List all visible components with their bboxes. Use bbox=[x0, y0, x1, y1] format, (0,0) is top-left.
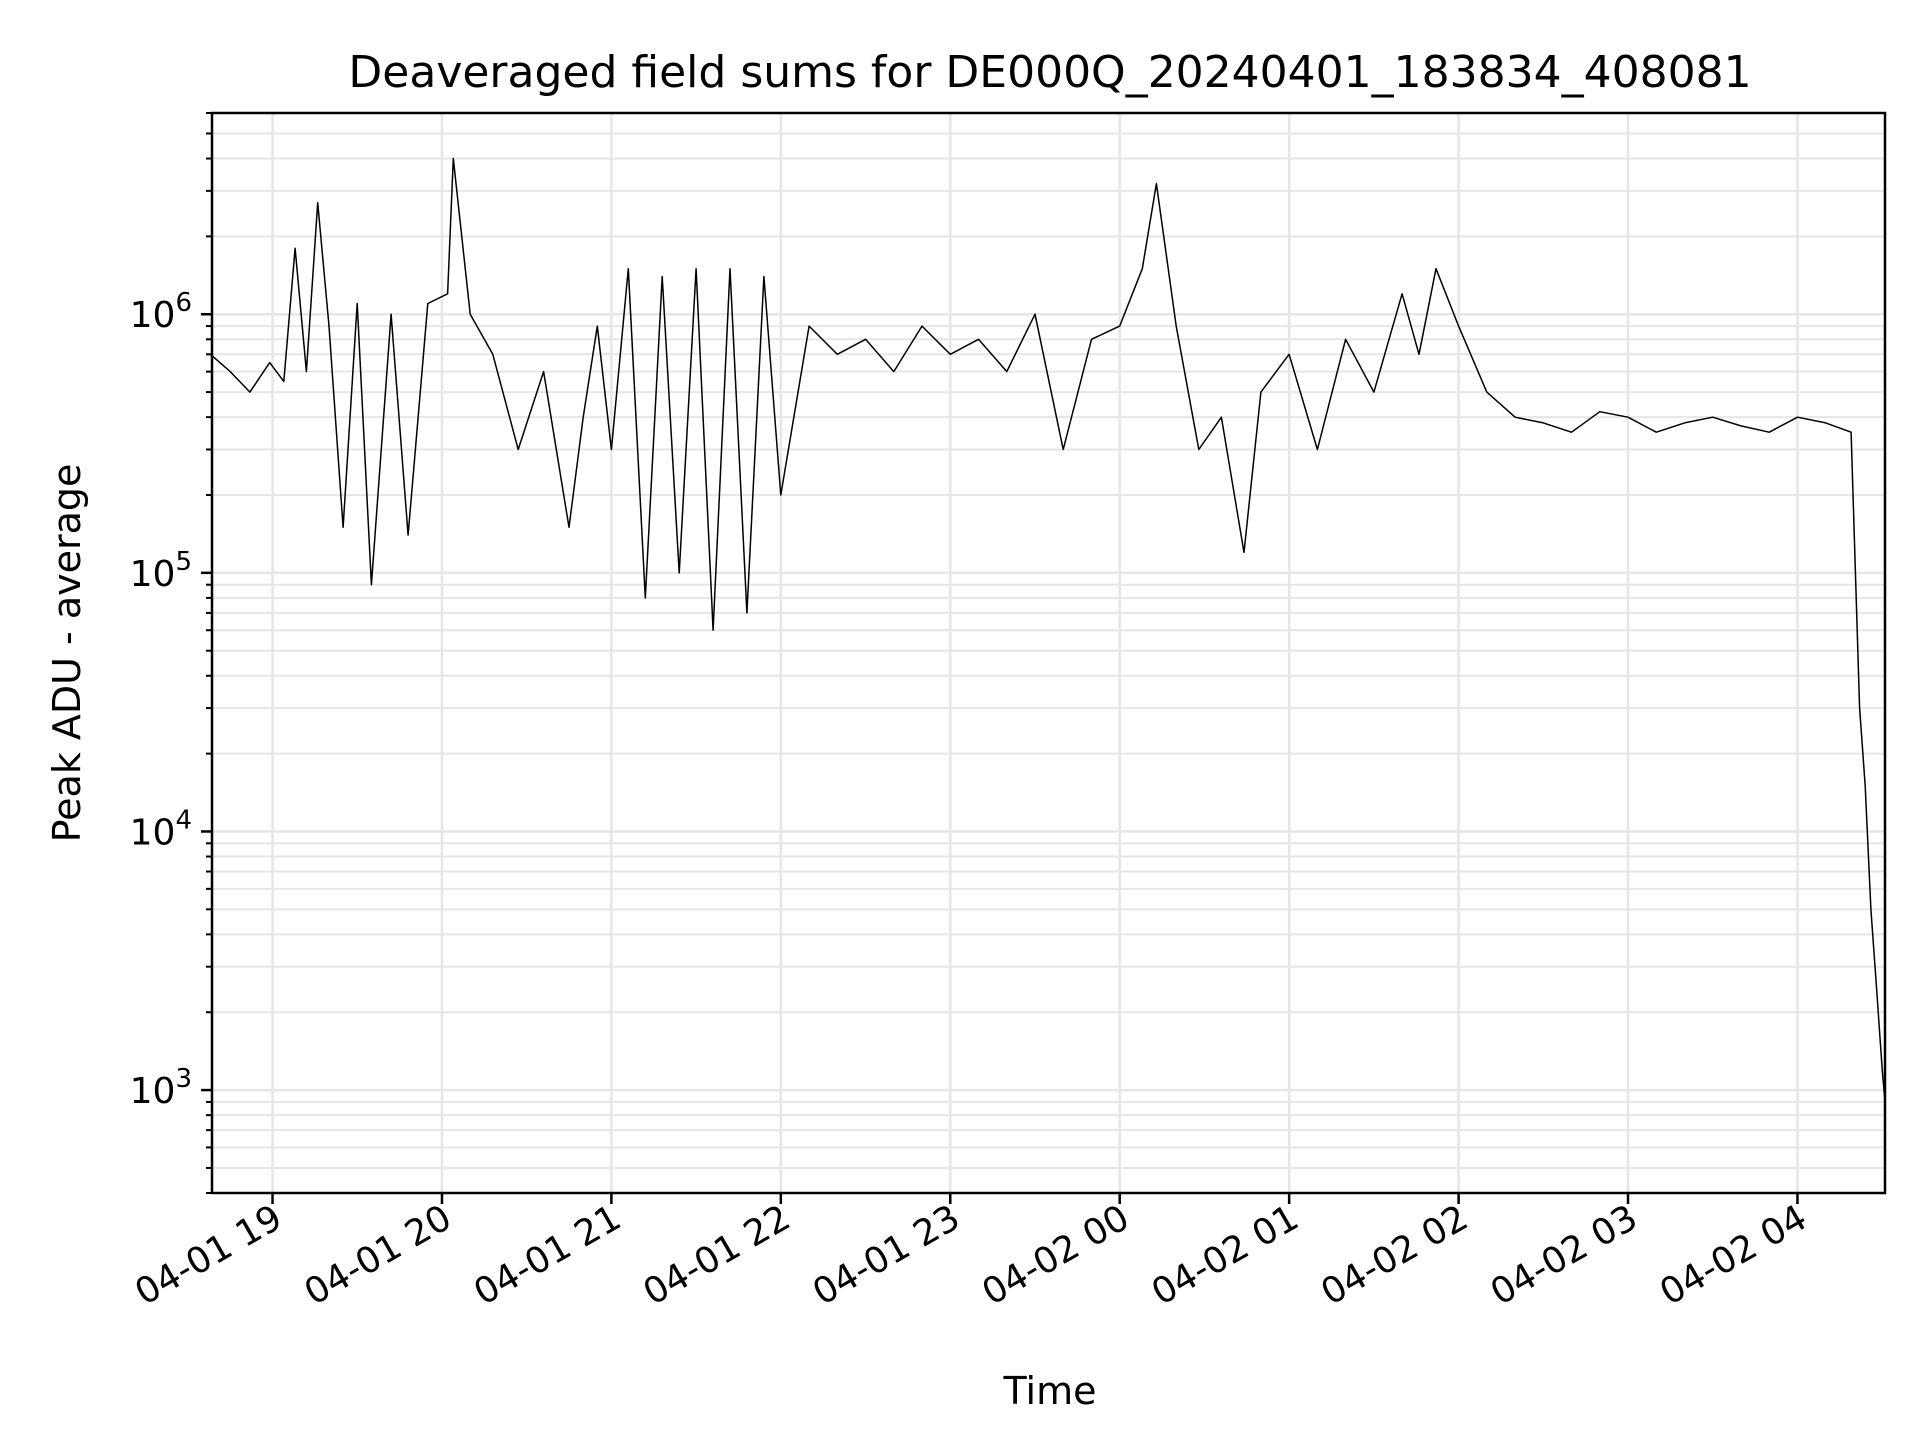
y-tick-label: 105 bbox=[130, 547, 192, 595]
series-line-0 bbox=[209, 157, 1886, 1102]
grid-major bbox=[212, 113, 1885, 1193]
chart-title: Deaveraged field sums for DE000Q_2024040… bbox=[348, 47, 1751, 98]
plot-frame bbox=[210, 111, 1887, 1195]
x-axis-label: Time bbox=[1003, 1369, 1097, 1413]
y-axis-label: Peak ADU - average bbox=[45, 464, 89, 843]
y-tick-label: 104 bbox=[130, 805, 192, 853]
series-layer bbox=[209, 157, 1886, 1102]
